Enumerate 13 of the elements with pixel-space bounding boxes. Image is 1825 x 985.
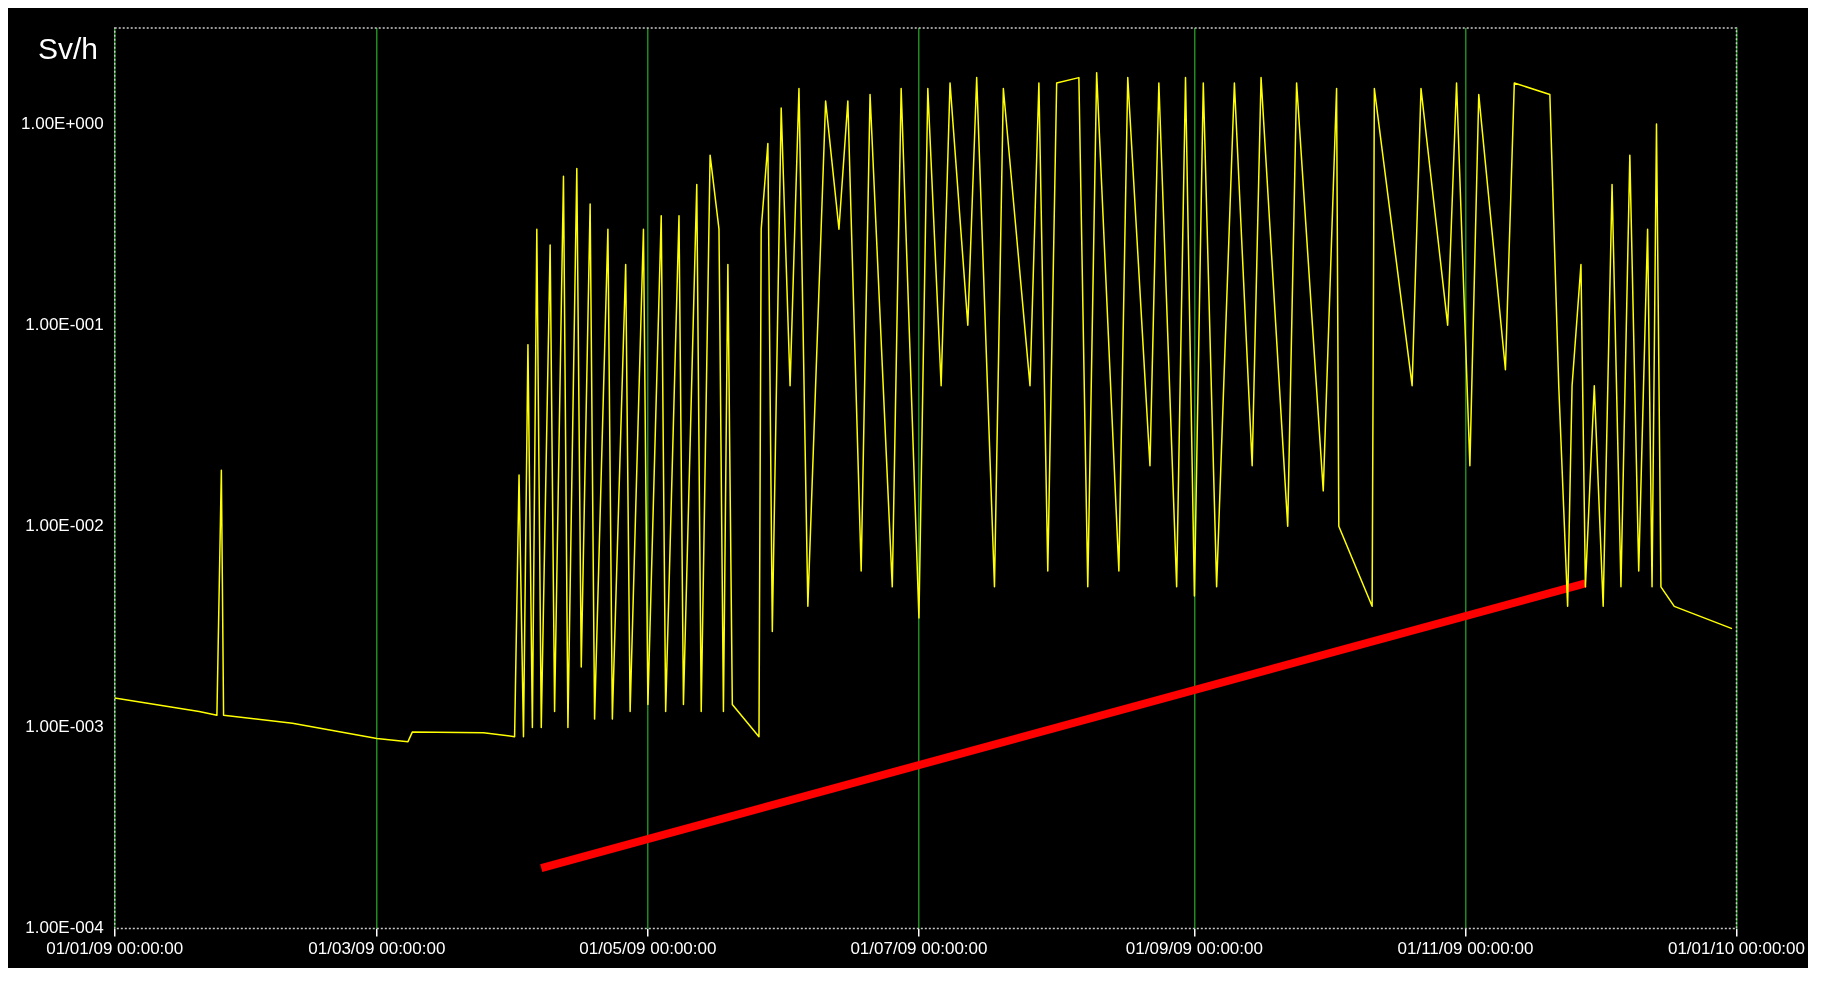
x-tick-label: 01/07/09 00:00:00	[850, 939, 988, 959]
x-tick-label: 01/01/09 00:00:00	[46, 939, 184, 959]
x-tick-label: 01/09/09 00:00:00	[1125, 939, 1263, 959]
x-tick-label: 01/01/10 00:00:00	[1667, 939, 1805, 959]
y-tick-label: 1.00E+000	[21, 113, 104, 133]
y-axis-title: Sv/h	[38, 32, 99, 66]
x-tick-label: 01/05/09 00:00:00	[579, 939, 717, 959]
y-tick-label: 1.00E-003	[25, 717, 104, 737]
x-tick-label: 01/11/09 00:00:00	[1397, 939, 1534, 959]
y-tick-label: 1.00E-002	[25, 515, 104, 535]
x-tick-label: 01/03/09 00:00:00	[308, 939, 446, 959]
y-tick-label: 1.00E-001	[25, 314, 104, 334]
y-tick-label: 1.00E-004	[25, 918, 104, 938]
